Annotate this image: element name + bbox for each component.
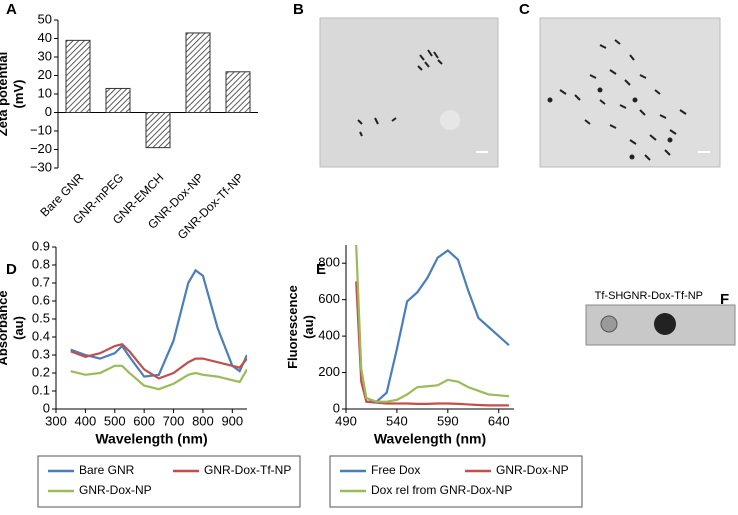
blot-label: GNR-Dox-Tf-NP xyxy=(623,290,703,302)
y-axis-label: Zeta potential(mV) xyxy=(0,52,26,137)
nanorods xyxy=(559,39,687,161)
y-tick-label: −30 xyxy=(30,159,52,174)
panel-label: F xyxy=(720,291,729,308)
y-tick-label: 0.6 xyxy=(32,292,50,307)
x-tick-label: 800 xyxy=(192,413,214,428)
y-tick-label: 40 xyxy=(38,30,52,45)
y-tick-label: 0.5 xyxy=(32,310,50,325)
blot-dot xyxy=(654,313,676,335)
legend-box xyxy=(329,455,583,508)
y-tick-label: −20 xyxy=(30,141,52,156)
y-axis-label-line: Absorbance xyxy=(0,290,10,365)
scale-bar xyxy=(698,151,710,153)
y-tick-label: 800 xyxy=(318,255,340,270)
y-axis-label-line: (au) xyxy=(11,316,26,340)
x-tick-label: 590 xyxy=(437,413,459,428)
legend-label: Bare GNR xyxy=(79,463,135,477)
y-tick-label: 0 xyxy=(333,400,340,415)
series-line xyxy=(355,281,509,407)
series-line xyxy=(70,268,247,378)
x-tick-label: 300 xyxy=(45,413,67,428)
y-axis-label: Fluorescence(au) xyxy=(285,285,316,369)
bar xyxy=(105,87,131,113)
x-tick-label: 400 xyxy=(75,413,97,428)
nanoparticles xyxy=(547,87,673,160)
scale-bar xyxy=(476,151,488,153)
y-tick-label: 0.8 xyxy=(32,256,50,271)
x-tick-label: 500 xyxy=(104,413,126,428)
y-tick-label: 20 xyxy=(38,67,52,82)
panel-label: A xyxy=(6,1,17,18)
y-tick-label: 600 xyxy=(318,291,340,306)
x-tick-label: 640 xyxy=(488,413,510,428)
x-axis-label: Wavelength (nm) xyxy=(374,431,486,447)
blot-dot xyxy=(600,315,618,333)
y-axis-label-line: Zeta potential xyxy=(0,52,10,137)
x-tick-label: 700 xyxy=(163,413,185,428)
legend-label: Dox rel from GNR-Dox-NP xyxy=(371,483,512,497)
tem-feature xyxy=(440,110,460,130)
y-tick-label: 0.2 xyxy=(32,364,50,379)
y-tick-label: 0.9 xyxy=(32,238,50,253)
y-tick-label: 0 xyxy=(43,400,50,415)
bar xyxy=(145,112,171,149)
x-tick-label: 540 xyxy=(386,413,408,428)
x-tick-label: 600 xyxy=(133,413,155,428)
legend-label: GNR-Dox-NP xyxy=(79,483,152,497)
y-tick-label: 0.7 xyxy=(32,274,50,289)
y-axis-label-line: (au) xyxy=(301,315,316,339)
tem-image xyxy=(319,17,499,168)
x-axis-label: Wavelength (nm) xyxy=(95,431,207,447)
y-tick-label: 10 xyxy=(38,85,52,100)
y-tick-label: 0.1 xyxy=(32,382,50,397)
panel-label: E xyxy=(316,261,326,278)
legend-label: GNR-Dox-NP xyxy=(496,463,569,477)
series-line xyxy=(70,342,247,380)
y-tick-label: 0.3 xyxy=(32,346,50,361)
legend-label: Free Dox xyxy=(371,463,420,477)
y-tick-label: 30 xyxy=(38,48,52,63)
y-tick-label: 0 xyxy=(45,104,52,119)
panel-label: D xyxy=(6,261,17,278)
legend-label: GNR-Dox-Tf-NP xyxy=(204,463,291,477)
y-axis-label-line: Fluorescence xyxy=(285,285,300,369)
y-tick-label: 400 xyxy=(318,328,340,343)
y-axis-label: Absorbance(au) xyxy=(0,290,26,365)
y-tick-label: 200 xyxy=(318,364,340,379)
legend-box xyxy=(37,455,301,508)
y-axis-label-line: (mV) xyxy=(11,80,26,109)
series-line xyxy=(70,364,247,391)
y-tick-label: −10 xyxy=(30,122,52,137)
x-tick-label: 490 xyxy=(335,413,357,428)
bar xyxy=(225,71,251,114)
series-line xyxy=(355,245,510,403)
bar xyxy=(185,32,211,114)
y-tick-label: 50 xyxy=(38,11,52,26)
nanorods xyxy=(357,49,443,137)
y-tick-label: 0.4 xyxy=(32,328,50,343)
series-line xyxy=(366,249,510,403)
plot-area xyxy=(355,245,510,407)
plot-area xyxy=(70,268,247,391)
blot-label: Tf-SH xyxy=(595,290,624,302)
tem-image xyxy=(539,17,721,168)
x-tick-label: 900 xyxy=(221,413,243,428)
panel-label: B xyxy=(293,1,304,18)
bar xyxy=(65,39,91,113)
panel-label: C xyxy=(519,1,530,18)
